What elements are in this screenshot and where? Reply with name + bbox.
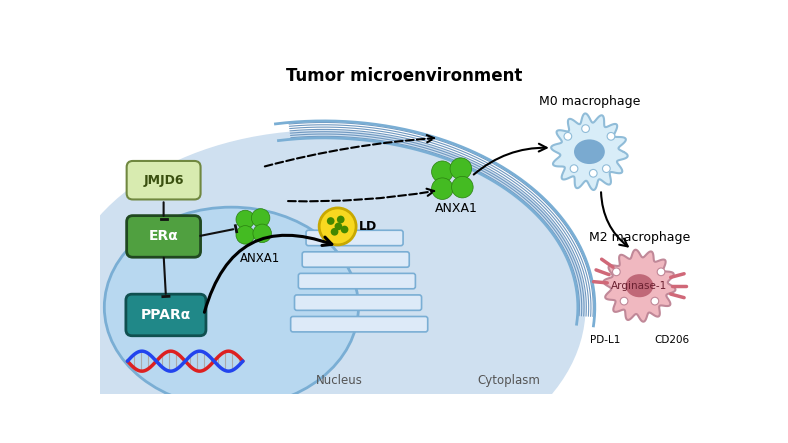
Ellipse shape [574,140,605,164]
Circle shape [331,228,338,236]
Text: PPARα: PPARα [141,308,191,322]
Text: CD206: CD206 [654,335,690,345]
Text: Arginase-1: Arginase-1 [611,281,667,291]
FancyBboxPatch shape [299,273,415,289]
Circle shape [657,268,665,276]
Circle shape [251,209,269,227]
FancyBboxPatch shape [291,316,428,332]
Circle shape [582,125,589,132]
FancyBboxPatch shape [126,294,206,336]
Text: PD-L1: PD-L1 [589,335,620,345]
Text: Cytoplasm: Cytoplasm [477,374,540,387]
Circle shape [607,132,615,140]
Circle shape [253,224,271,243]
Polygon shape [604,250,675,322]
Circle shape [620,297,628,305]
Text: ANXA1: ANXA1 [240,252,280,265]
Circle shape [571,165,578,172]
Text: ANXA1: ANXA1 [435,202,478,215]
Text: JMJD6: JMJD6 [143,174,184,187]
Ellipse shape [62,130,585,443]
FancyBboxPatch shape [127,216,201,257]
FancyBboxPatch shape [127,161,201,199]
Polygon shape [551,113,628,190]
Circle shape [319,208,356,245]
Circle shape [452,176,473,198]
Circle shape [612,268,620,276]
Text: M0 macrophage: M0 macrophage [539,95,640,108]
Circle shape [589,169,597,177]
Circle shape [340,225,348,233]
Text: LD: LD [359,220,377,233]
Circle shape [603,165,610,172]
Text: Tumor microenvironment: Tumor microenvironment [286,67,522,85]
FancyBboxPatch shape [306,230,403,246]
Circle shape [432,178,453,199]
Circle shape [327,217,335,225]
Circle shape [450,158,471,179]
Circle shape [336,216,344,223]
Circle shape [432,161,453,183]
Text: ERα: ERα [149,229,179,243]
FancyBboxPatch shape [295,295,422,311]
Circle shape [651,297,659,305]
Circle shape [564,132,572,140]
Circle shape [236,225,255,244]
Circle shape [335,222,342,230]
FancyBboxPatch shape [303,252,409,267]
Ellipse shape [626,274,653,297]
Text: M2 macrophage: M2 macrophage [589,231,690,245]
Circle shape [236,210,255,229]
Text: Nucleus: Nucleus [316,374,362,387]
Ellipse shape [104,207,359,408]
